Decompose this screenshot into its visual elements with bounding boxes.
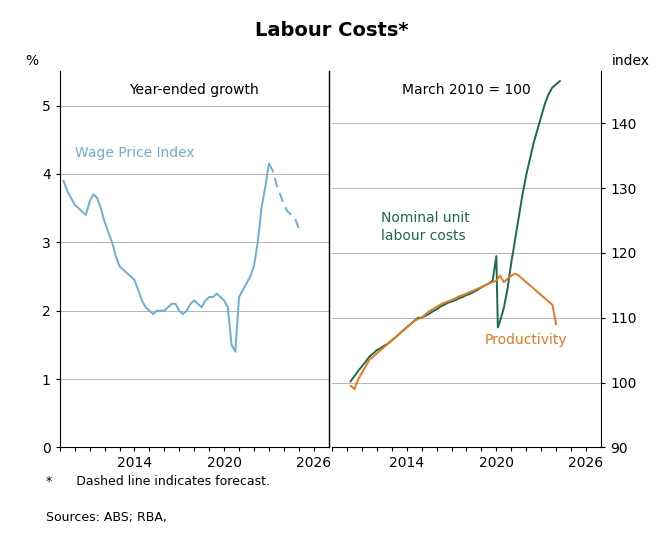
Text: *      Dashed line indicates forecast.: * Dashed line indicates forecast. (46, 475, 270, 488)
Text: Labour Costs*: Labour Costs* (255, 21, 409, 40)
Text: Sources: ABS; RBA,: Sources: ABS; RBA, (46, 511, 167, 524)
Text: index: index (612, 54, 649, 68)
Text: Year-ended growth: Year-ended growth (129, 83, 259, 97)
Text: %: % (25, 54, 38, 68)
Text: March 2010 = 100: March 2010 = 100 (402, 83, 531, 97)
Text: Nominal unit
labour costs: Nominal unit labour costs (381, 211, 470, 243)
Text: Wage Price Index: Wage Price Index (74, 147, 195, 160)
Text: Productivity: Productivity (484, 333, 567, 348)
